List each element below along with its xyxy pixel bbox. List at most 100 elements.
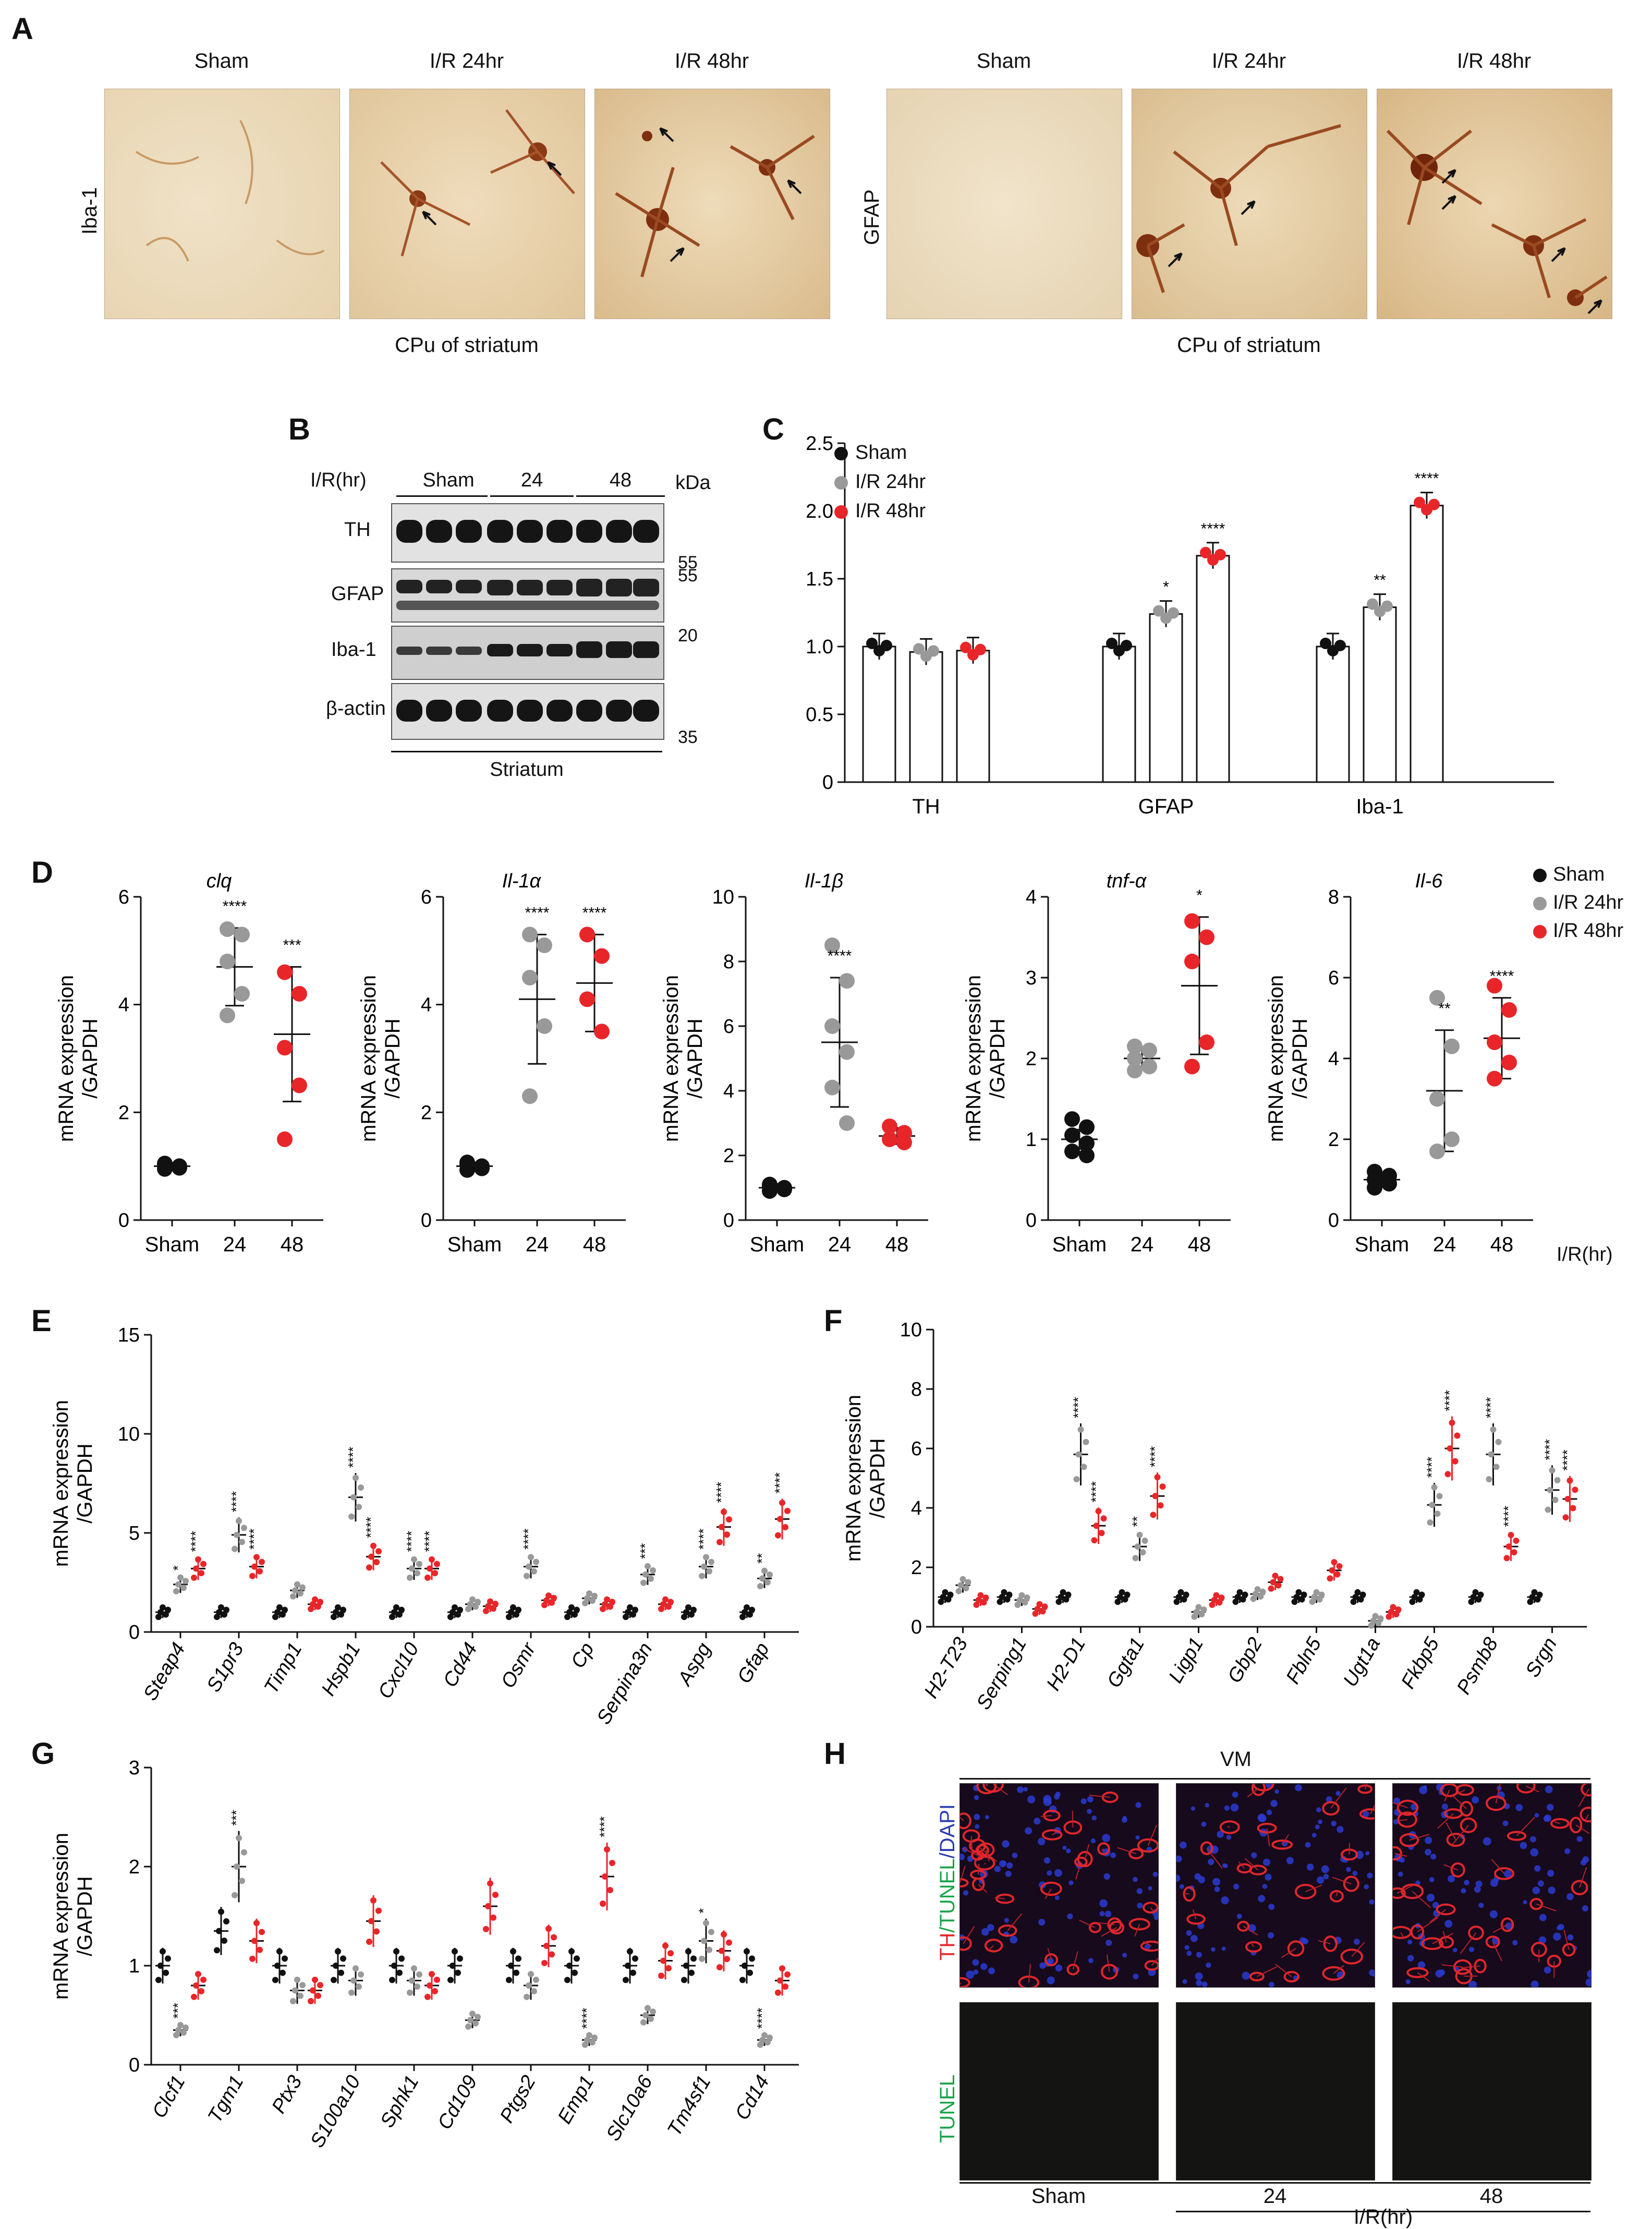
dapi-nucleus (1191, 1935, 1198, 1942)
dapi-nucleus (1530, 1836, 1536, 1843)
data-point (475, 2014, 481, 2020)
data-point (214, 1947, 220, 1953)
data-point (625, 1963, 631, 1969)
data-point (432, 1988, 438, 1994)
data-point (1449, 1420, 1455, 1426)
th-cell (1041, 1883, 1061, 1895)
data-point (1079, 1148, 1095, 1163)
data-point (594, 1024, 610, 1039)
data-point (782, 1524, 788, 1530)
data-point (650, 2008, 656, 2015)
data-point (447, 1977, 454, 1983)
data-point (1272, 1573, 1279, 1579)
data-point (1199, 930, 1214, 945)
dapi-nucleus (1122, 1817, 1127, 1823)
data-point (744, 1604, 750, 1611)
b-row-gfap-label: GFAP (331, 583, 384, 605)
dapi-nucleus (1478, 1903, 1484, 1908)
micrograph-iba1-24hr (349, 89, 585, 319)
y-tick-label: 8 (911, 1379, 922, 1400)
th-cell (1289, 1941, 1303, 1955)
data-point (568, 1948, 575, 1955)
data-point (414, 1983, 420, 1990)
data-point (630, 1970, 636, 1976)
data-point (566, 1963, 573, 1969)
th-process (1257, 1967, 1277, 1976)
data-point (294, 1977, 300, 1983)
sig-label: **** (1201, 520, 1225, 538)
data-point (623, 1977, 629, 1983)
gene-label: Tm4sf1 (663, 2072, 715, 2140)
dapi-nucleus (1406, 1979, 1411, 1984)
data-point (358, 1484, 364, 1491)
dapi-nucleus (1087, 1796, 1094, 1802)
data-point (282, 1955, 288, 1962)
data-point (1135, 1543, 1141, 1550)
data-point (1184, 954, 1200, 969)
data-point (1081, 1464, 1087, 1470)
data-point (541, 1960, 548, 1966)
data-point (1554, 1477, 1561, 1483)
gene-label: H2-D1 (1042, 1634, 1090, 1695)
data-point (1133, 1555, 1139, 1561)
data-point (370, 1897, 376, 1904)
data-point (1552, 1497, 1559, 1503)
th-process (1029, 1964, 1030, 1982)
data-point (450, 1963, 456, 1969)
gene-label: Fkbp5 (1397, 1634, 1444, 1692)
data-point (172, 1160, 187, 1176)
h-footer: I/R(hr) (1176, 2206, 1590, 2229)
data-point (524, 1994, 530, 2000)
y-tick-label: 5 (129, 1522, 140, 1544)
sig-label: **** (1490, 968, 1514, 985)
sig-label: **** (188, 1531, 203, 1552)
blot-iba1 (391, 626, 664, 680)
dapi-nucleus (1307, 1863, 1314, 1871)
bar-GFAP-2 (1197, 556, 1229, 782)
data-point (277, 965, 293, 980)
b-row-th-label: TH (344, 519, 371, 541)
data-point (545, 1592, 552, 1599)
legend-c-48: I/R 48hr (834, 496, 926, 526)
dapi-nucleus (1523, 1900, 1527, 1904)
dapi-nucleus (1105, 1910, 1111, 1917)
legend-c: Sham I/R 24hr I/R 48hr (834, 438, 926, 526)
dapi-nucleus (972, 1959, 979, 1966)
dapi-nucleus (974, 1814, 980, 1820)
dapi-nucleus (1586, 1978, 1591, 1987)
data-point (469, 2011, 476, 2017)
data-point (241, 1849, 247, 1856)
dapi-nucleus (1425, 1849, 1431, 1856)
data-point (574, 1955, 580, 1962)
blot-actin (391, 683, 664, 740)
dapi-nucleus (1251, 1853, 1257, 1858)
b-row-iba1-kda: 20 (678, 626, 698, 646)
gene-label: Slc10a6 (602, 2072, 657, 2145)
y-tick-label: 2.5 (806, 433, 833, 455)
data-point (958, 1582, 964, 1588)
data-point (249, 1956, 256, 1962)
data-point (662, 1597, 669, 1603)
a-title-sham: Sham (104, 50, 339, 73)
dapi-nucleus (1044, 1857, 1050, 1863)
dapi-nucleus (1318, 1820, 1322, 1824)
th-cell (1461, 1802, 1472, 1816)
sig-label: *** (283, 936, 301, 954)
y-tick-label: 6 (1328, 967, 1339, 989)
y-tick-label: 6 (911, 1438, 922, 1460)
dapi-nucleus (1081, 1798, 1087, 1804)
data-point (218, 1909, 224, 1915)
dapi-nucleus (1538, 1880, 1544, 1886)
th-process (1578, 1789, 1589, 1807)
dapi-nucleus (1043, 1795, 1051, 1804)
dapi-nucleus (1137, 1903, 1143, 1908)
data-point (1367, 1180, 1382, 1196)
data-point (277, 1131, 293, 1147)
dapi-nucleus (1262, 1884, 1268, 1889)
dapi-nucleus (1364, 1884, 1369, 1890)
data-point (1532, 1589, 1538, 1595)
panel-label-h: H (824, 1736, 846, 1771)
data-point (1549, 1467, 1556, 1473)
